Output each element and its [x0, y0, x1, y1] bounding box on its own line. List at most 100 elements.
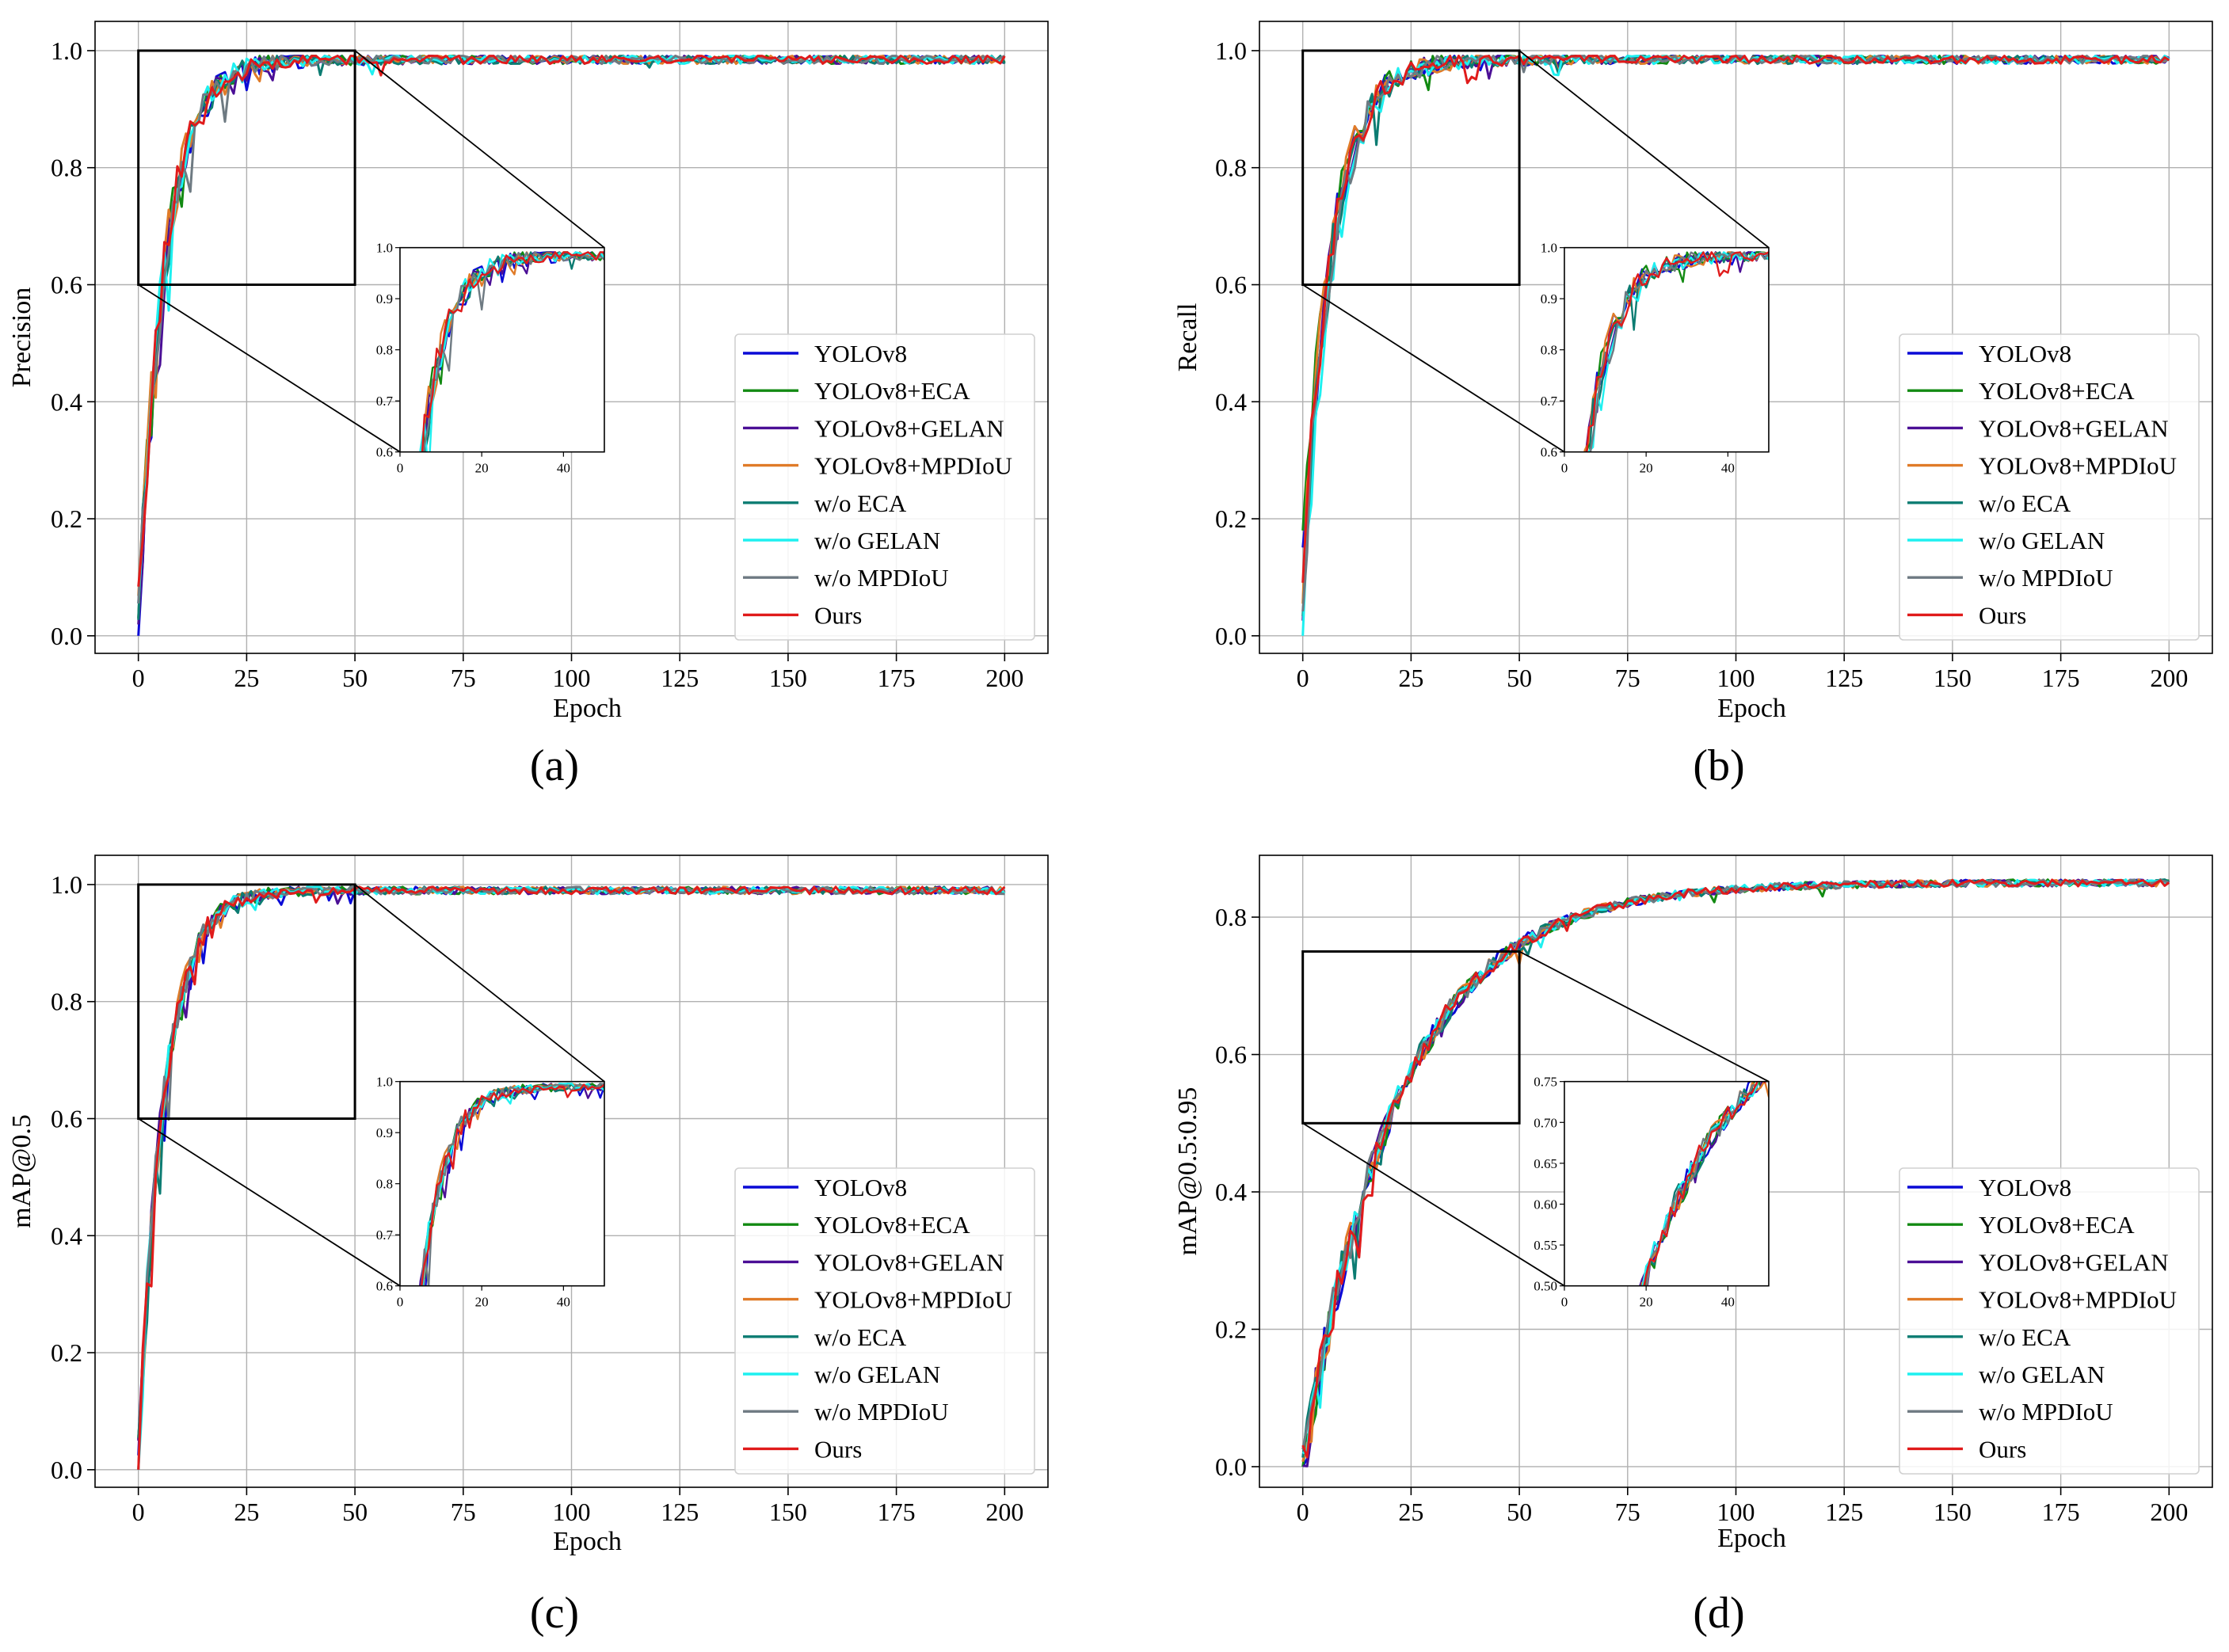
inset-y-tick-label: 0.65: [1534, 1156, 1557, 1171]
legend-entry-label: YOLOv8+MPDIoU: [814, 1286, 1012, 1314]
inset-y-tick-label: 0.6: [376, 445, 393, 460]
y-tick-label: 0.0: [1215, 622, 1247, 650]
legend-entry-label: YOLOv8: [814, 1174, 907, 1201]
y-tick-label: 0.4: [51, 387, 82, 416]
zoom-connector-line: [138, 284, 401, 453]
x-tick-label: 175: [878, 1498, 916, 1526]
x-axis-label: Epoch: [553, 1527, 622, 1556]
subfigure-caption: (c): [530, 1589, 579, 1638]
y-tick-label: 0.8: [51, 988, 82, 1016]
legend-entry-label: YOLOv8: [814, 340, 907, 367]
x-tick-label: 75: [451, 1498, 476, 1526]
inset-series-group: [1639, 1081, 1769, 1286]
y-tick-label: 1.0: [51, 870, 82, 899]
legend-entry-label: Ours: [1979, 601, 2026, 629]
series-group: [137, 885, 1006, 1470]
inset-series-group: [1583, 251, 1769, 452]
inset-frame: [1564, 1080, 1770, 1287]
legend-entry-label: w/o MPDIoU: [1979, 1398, 2113, 1426]
y-tick-label: 0.6: [51, 1105, 82, 1133]
x-tick-label: 200: [985, 1498, 1023, 1526]
x-tick-label: 75: [1615, 1498, 1640, 1526]
zoom-region-box: [1301, 950, 1521, 1125]
zoom-connector-line: [354, 884, 605, 1083]
inset-x-tick-label: 20: [1640, 461, 1653, 476]
y-tick-label: 1.0: [1215, 36, 1247, 65]
inset-background: [1564, 247, 1769, 452]
legend-entry-label: w/o ECA: [814, 489, 907, 517]
x-tick-label: 175: [878, 664, 916, 692]
inset-y-tick-label: 0.9: [1541, 291, 1557, 306]
x-tick-label: 125: [661, 664, 699, 692]
y-tick-label: 0.6: [51, 271, 82, 299]
y-tick-label: 0.8: [1215, 903, 1247, 931]
inset-y-tick-label: 0.6: [1541, 445, 1557, 460]
zoom-connector-line: [1518, 50, 1770, 249]
zoom-region-box: [137, 49, 356, 286]
legend: YOLOv8 YOLOv8+ECA YOLOv8+GELAN YOLOv8+MPDIo…: [734, 1167, 1035, 1475]
legend-entry-label: YOLOv8+MPDIoU: [1979, 452, 2177, 480]
inset-background: [399, 1081, 604, 1286]
legend-entry-label: YOLOv8+MPDIoU: [1979, 1286, 2177, 1314]
inset-x-tick-label: 40: [557, 461, 570, 476]
x-tick-label: 0: [132, 1498, 145, 1526]
legend: YOLOv8 YOLOv8+ECA YOLOv8+GELAN YOLOv8+MPDIo…: [1899, 333, 2200, 641]
inset-y-tick-label: 0.7: [376, 1228, 394, 1243]
legend-entry-label: YOLOv8+GELAN: [1979, 1248, 2169, 1276]
y-tick-label: 0.0: [51, 622, 82, 650]
legend-entry-label: w/o ECA: [1979, 1323, 2071, 1351]
subfigure-caption: (b): [1693, 741, 1744, 790]
y-tick-label: 0.4: [1215, 1178, 1247, 1206]
legend-entry-label: YOLOv8+ECA: [814, 1211, 970, 1239]
legend-entry-label: YOLOv8+ECA: [814, 377, 970, 405]
inset-background: [1564, 1081, 1769, 1286]
legend-entry-label: w/o ECA: [1979, 489, 2071, 517]
inset-y-tick-label: 0.8: [1541, 343, 1557, 358]
inset-x-tick-label: 20: [1640, 1295, 1653, 1310]
x-axis-label: Epoch: [1717, 1524, 1786, 1553]
series-line-ours: [1301, 878, 2170, 1459]
x-tick-label: 50: [342, 1498, 368, 1526]
legend-entry-label: YOLOv8+ECA: [1979, 1211, 2135, 1239]
legend-entry-label: w/o GELAN: [814, 1361, 940, 1388]
x-tick-label: 50: [342, 664, 368, 692]
legend-entry-label: w/o GELAN: [814, 527, 940, 554]
x-tick-label: 0: [132, 664, 145, 692]
x-tick-label: 150: [1934, 1498, 1972, 1526]
y-tick-label: 0.8: [51, 154, 82, 182]
inset-series-line-ours: [421, 1083, 604, 1286]
legend-entry-label: YOLOv8+GELAN: [1979, 414, 2169, 442]
legend-entry-label: Ours: [814, 601, 862, 629]
legend-entry-label: w/o MPDIoU: [814, 564, 949, 592]
inset-y-tick-label: 0.75: [1534, 1075, 1557, 1090]
zoom-inset: 0 20 40 0.6 0.7 0.8 0.9 1.0: [376, 1075, 605, 1310]
x-tick-label: 25: [234, 1498, 259, 1526]
y-tick-label: 0.4: [51, 1221, 82, 1250]
series-group: [137, 55, 1006, 636]
y-tick-label: 0.2: [51, 1338, 82, 1367]
inset-x-tick-label: 0: [1561, 1295, 1568, 1310]
inset-y-tick-label: 0.7: [1541, 394, 1558, 409]
inset-y-tick-label: 0.8: [376, 343, 393, 358]
x-tick-label: 200: [985, 664, 1023, 692]
inset-y-tick-label: 0.70: [1534, 1115, 1557, 1130]
x-tick-label: 175: [2042, 664, 2080, 692]
inset-y-tick-label: 0.55: [1534, 1238, 1557, 1253]
legend-entry-label: w/o MPDIoU: [1979, 564, 2113, 592]
inset-y-tick-label: 0.9: [376, 1125, 393, 1140]
legend-box: [734, 1167, 1035, 1475]
inset-y-tick-label: 0.6: [376, 1279, 393, 1294]
x-tick-label: 25: [234, 664, 259, 692]
x-tick-label: 100: [553, 1498, 591, 1526]
legend: YOLOv8 YOLOv8+ECA YOLOv8+GELAN YOLOv8+MPDIo…: [1899, 1167, 2200, 1475]
legend-entry-label: YOLOv8: [1979, 340, 2071, 367]
inset-x-tick-label: 0: [397, 1295, 404, 1310]
series-line-w-o-mpdiou: [137, 885, 1005, 1470]
inset-x-tick-label: 0: [397, 461, 404, 476]
zoom-connector-line: [1302, 284, 1565, 453]
y-tick-label: 0.6: [1215, 1041, 1247, 1069]
series-line-ours: [137, 885, 1006, 1470]
legend-entry-label: w/o GELAN: [1979, 527, 2105, 554]
x-tick-label: 125: [1825, 664, 1863, 692]
